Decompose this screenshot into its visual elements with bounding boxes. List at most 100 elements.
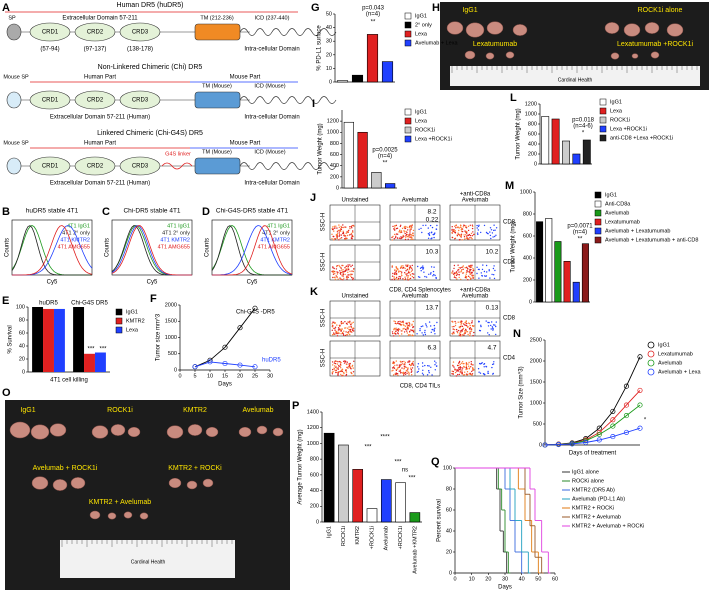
event-dot <box>407 369 409 371</box>
legend-swatch <box>647 359 655 367</box>
event-dot <box>467 363 469 365</box>
label: CD8 <box>503 220 516 226</box>
event-dot <box>422 365 424 367</box>
event-dot <box>429 273 432 275</box>
event-dot <box>488 269 490 271</box>
bar <box>343 121 354 189</box>
event-dot <box>452 365 454 367</box>
event-dot <box>395 269 398 272</box>
y-tick-label: 20 <box>326 52 332 58</box>
event-dot <box>411 226 413 229</box>
event-dot <box>481 275 483 277</box>
event-dot <box>457 370 460 372</box>
event-dot <box>457 329 460 332</box>
event-dot <box>394 271 396 274</box>
y-tick-label: 1000 <box>530 400 542 406</box>
event-dot <box>407 371 410 373</box>
event-dot <box>467 238 469 240</box>
label: CRD3 <box>132 164 149 170</box>
event-dot <box>352 277 354 280</box>
event-dot <box>407 361 409 363</box>
data-point <box>252 364 258 370</box>
y-tick-label: 60 <box>446 507 452 513</box>
legend-swatch <box>594 236 602 244</box>
event-dot <box>473 325 475 327</box>
event-dot <box>468 365 470 367</box>
event-dot <box>465 365 468 367</box>
event-dot <box>331 228 334 231</box>
panel-label: D <box>202 206 210 218</box>
event-dot <box>494 229 496 231</box>
event-dot <box>452 361 455 363</box>
y-tick-label: 1000 <box>327 130 339 136</box>
event-dot <box>464 275 467 277</box>
event-dot <box>418 368 420 370</box>
label: Extracellular Domain 57-211 (Human) <box>50 181 150 187</box>
event-dot <box>458 229 460 232</box>
event-dot <box>460 331 462 334</box>
tumor <box>107 512 117 520</box>
event-dot <box>422 265 424 267</box>
event-dot <box>422 325 424 327</box>
y-tick-label: 200 <box>528 151 537 157</box>
tumor <box>187 424 203 436</box>
event-dot <box>469 272 471 274</box>
panel-label: I <box>312 98 315 110</box>
event-dot <box>471 264 473 266</box>
event-dot <box>401 271 403 273</box>
series-line <box>194 361 256 368</box>
legend-label: ROCK1i <box>415 127 435 133</box>
event-dot <box>458 274 460 276</box>
y-tick-label: 400 <box>523 255 532 261</box>
event-dot <box>345 369 347 372</box>
event-dot <box>420 266 423 269</box>
event-dot <box>410 329 412 331</box>
event-dot <box>428 273 430 275</box>
event-dot <box>397 268 399 270</box>
event-dot <box>407 226 409 228</box>
y-tick-label: 200 <box>310 504 319 510</box>
event-dot <box>338 329 340 331</box>
event-dot <box>427 227 429 229</box>
event-dot <box>464 330 466 332</box>
event-dot <box>472 270 474 272</box>
event-dot <box>405 270 407 272</box>
event-dot <box>469 237 471 239</box>
event-dot <box>393 228 395 230</box>
bar <box>572 281 580 303</box>
category-label: huDR5 <box>39 301 58 307</box>
legend-swatch <box>594 227 602 235</box>
label: Extracellular Domain 57-211 (Human) <box>50 115 150 121</box>
y-tick-label: 1500 <box>165 319 177 325</box>
event-dot <box>471 272 473 274</box>
event-dot <box>401 236 403 238</box>
legend-swatch <box>599 98 607 106</box>
event-dot <box>339 324 341 327</box>
event-dot <box>412 360 414 363</box>
annotation: ** <box>383 161 388 167</box>
label: TM (Mouse) <box>202 149 232 155</box>
label: Avelumab <box>402 294 429 300</box>
event-dot <box>338 226 340 228</box>
event-dot <box>393 276 395 278</box>
label: 4T1 AMG655 <box>158 244 190 250</box>
crd-domain <box>119 90 161 110</box>
bar <box>73 307 85 372</box>
event-dot <box>344 235 346 237</box>
event-dot <box>407 236 410 238</box>
event-dot <box>420 325 422 328</box>
event-dot <box>423 271 425 273</box>
tumor <box>272 427 284 437</box>
event-dot <box>404 328 407 331</box>
event-dot <box>350 331 353 333</box>
event-dot <box>471 321 473 324</box>
event-dot <box>400 237 402 240</box>
event-dot <box>393 278 396 281</box>
event-dot <box>483 270 486 273</box>
label: KMTR2 + Avelumab <box>89 499 151 506</box>
data-point <box>637 387 643 393</box>
event-dot <box>456 364 459 367</box>
event-dot <box>433 273 435 276</box>
annotation: p=0.043 <box>362 6 385 12</box>
event-dot <box>353 225 355 227</box>
